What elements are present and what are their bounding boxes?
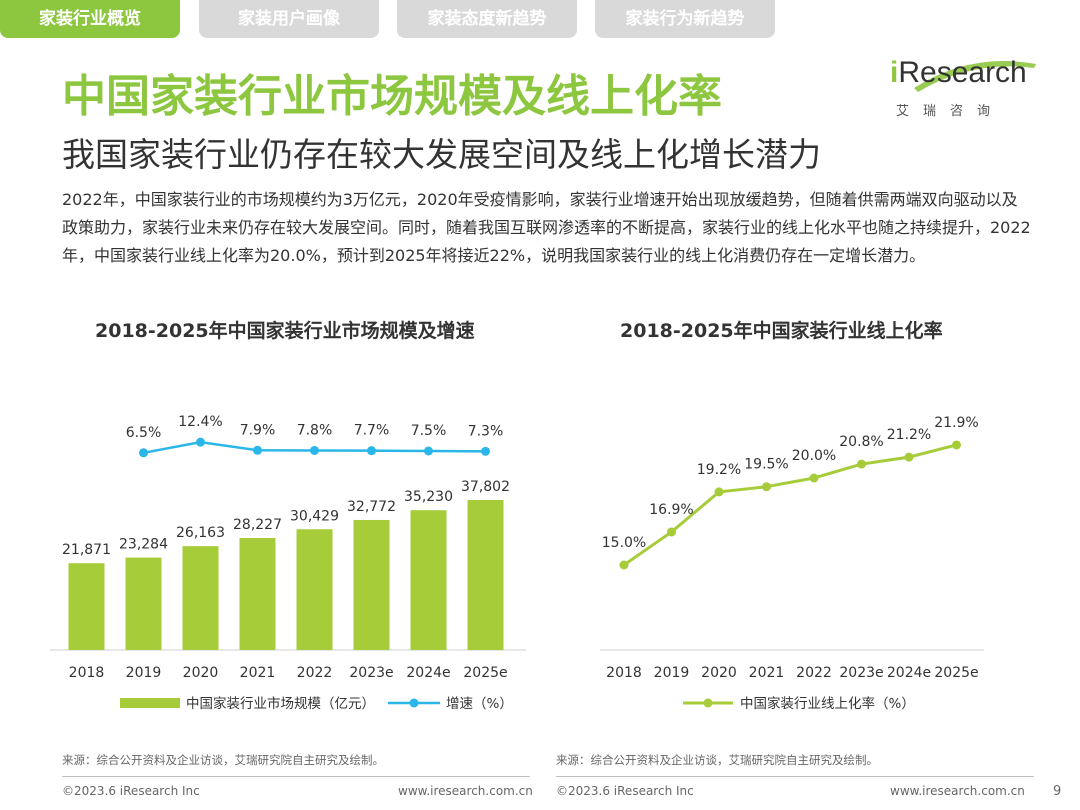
bar-2023e — [353, 519, 390, 650]
online-rate-label-2024e: 21.2% — [887, 427, 931, 443]
online-rate-label-2020: 19.2% — [697, 462, 741, 478]
source-note-left: 来源：综合公开资料及企业访谈，艾瑞研究院自主研究及绘制。 — [62, 753, 384, 767]
online-rate-label-2025e: 21.9% — [934, 415, 978, 431]
growth-label-2025e: 7.3% — [468, 423, 504, 439]
online-rate-label-2021: 19.5% — [744, 457, 788, 473]
x-tick-2024e: 2024e — [406, 665, 450, 681]
x-tick-2021: 2021 — [240, 665, 276, 681]
growth-label-2020: 12.4% — [178, 414, 222, 430]
growth-point-2020 — [196, 437, 205, 447]
bar-label-2018: 21,871 — [62, 542, 111, 558]
logo-cn-text: 艾瑞咨询 — [896, 104, 1005, 119]
online-rate-point-2023e — [857, 459, 866, 469]
growth-label-2019: 6.5% — [126, 425, 162, 441]
x-tick-right-2020: 2020 — [701, 665, 737, 681]
iresearch-logo: iResearch 艾瑞咨询 — [890, 56, 1040, 124]
growth-point-2023e — [367, 446, 376, 456]
online-rate-point-2022 — [809, 473, 819, 483]
growth-label-2022: 7.8% — [297, 422, 333, 438]
bar-label-2020: 26,163 — [176, 525, 225, 541]
legend-swatch-market-size — [120, 698, 180, 708]
logo-swoosh-icon — [914, 61, 1036, 92]
legend-marker-growth — [409, 698, 419, 708]
x-tick-2018: 2018 — [69, 665, 105, 681]
bar-2024e — [410, 510, 447, 650]
bar-2022 — [296, 529, 333, 650]
footer-divider-right — [556, 776, 1034, 777]
online-rate-label-2018: 15.0% — [602, 535, 646, 551]
bar-2019 — [125, 557, 162, 650]
growth-point-2024e — [424, 446, 433, 456]
logo-wordmark: iResearch — [890, 56, 1027, 89]
online-rate-point-2020 — [714, 487, 724, 497]
online-rate-label-2023e: 20.8% — [839, 434, 883, 450]
bar-2020 — [182, 546, 219, 650]
market-size-chart: 21,871 2018 23,284 2019 26,163 2020 28,227 2021… — [50, 414, 526, 712]
tab-bar: 家装行业概览 家装用户画像 家装态度新趋势 家装行为新趋势 — [0, 0, 1080, 42]
bar-label-2022: 30,429 — [290, 508, 339, 524]
online-rate-label-2022: 20.0% — [792, 448, 836, 464]
page-title: 中国家装行业市场规模及线上化率 — [62, 71, 722, 122]
bar-2021 — [239, 537, 276, 650]
page-subtitle: 我国家装行业仍存在较大发展空间及线上化增长潜力 — [62, 135, 821, 174]
bar-label-2019: 23,284 — [119, 537, 168, 553]
growth-point-2022 — [310, 445, 319, 455]
legend-label-market-size: 中国家装行业市场规模（亿元） — [186, 695, 375, 712]
x-tick-2023e: 2023e — [349, 665, 393, 681]
x-tick-right-2019: 2019 — [654, 665, 690, 681]
tab-industry-overview[interactable]: 家装行业概览 — [0, 0, 180, 38]
x-tick-right-2024e: 2024e — [887, 665, 931, 681]
tab-behavior-trends[interactable]: 家装行为新趋势 — [595, 0, 775, 38]
online-rate-point-2025e — [952, 440, 961, 450]
bar-2025e — [467, 500, 504, 650]
online-rate-point-2021 — [762, 482, 771, 492]
online-rate-point-2018 — [619, 560, 629, 570]
online-rate-point-2024e — [904, 452, 914, 462]
footer-url-left[interactable]: www.iresearch.com.cn — [398, 784, 533, 798]
chart-title-market-size: 2018-2025年中国家装行业市场规模及增速 — [95, 320, 475, 342]
summary-paragraph: 2022年，中国家装行业的市场规模约为3万亿元，2020年受疫情影响，家装行业增… — [62, 190, 1031, 265]
online-rate-point-2019 — [667, 527, 676, 537]
growth-point-2021 — [253, 445, 262, 455]
tab-user-profile[interactable]: 家装用户画像 — [199, 0, 379, 38]
growth-label-2021: 7.9% — [240, 422, 276, 438]
footer-copyright-right: ©2023.6 iResearch Inc — [556, 784, 694, 798]
chart-title-online-rate: 2018-2025年中国家装行业线上化率 — [620, 320, 943, 342]
footer-url-right[interactable]: www.iresearch.com.cn — [890, 784, 1025, 798]
x-tick-2022: 2022 — [297, 665, 333, 681]
online-rate-label-2019: 16.9% — [649, 502, 693, 518]
online-rate-line — [623, 443, 957, 567]
legend-label-online-rate: 中国家装行业线上化率（%） — [740, 695, 915, 712]
bar-label-2021: 28,227 — [233, 517, 282, 533]
growth-point-2019 — [139, 448, 148, 458]
growth-label-2023e: 7.7% — [354, 423, 390, 439]
tab-attitude-trends[interactable]: 家装态度新趋势 — [397, 0, 577, 38]
bar-label-2025e: 37,802 — [461, 479, 510, 495]
x-tick-right-2018: 2018 — [606, 665, 642, 681]
footer-divider-left — [62, 776, 530, 777]
source-note-right: 来源：综合公开资料及企业访谈，艾瑞研究院自主研究及绘制。 — [556, 753, 878, 767]
page-number: 9 — [1053, 784, 1062, 799]
x-tick-2019: 2019 — [126, 665, 162, 681]
x-tick-right-2025e: 2025e — [934, 665, 978, 681]
x-tick-2020: 2020 — [183, 665, 219, 681]
growth-point-2025e — [481, 446, 490, 456]
x-tick-right-2022: 2022 — [796, 665, 832, 681]
x-tick-right-2021: 2021 — [749, 665, 785, 681]
footer-copyright-left: ©2023.6 iResearch Inc — [62, 784, 200, 798]
bar-label-2023e: 32,772 — [347, 499, 396, 515]
bar-2018 — [68, 563, 105, 650]
legend-marker-online-rate — [703, 698, 713, 708]
online-rate-chart: 15.0% 2018 16.9% 2019 19.2% 2020 19.5% 2021 20.0… — [600, 415, 984, 712]
legend-label-growth: 增速（%） — [446, 696, 513, 712]
x-tick-2025e: 2025e — [463, 665, 507, 681]
x-tick-right-2023e: 2023e — [839, 665, 883, 681]
bar-label-2024e: 35,230 — [404, 489, 453, 505]
growth-label-2024e: 7.5% — [411, 423, 447, 439]
